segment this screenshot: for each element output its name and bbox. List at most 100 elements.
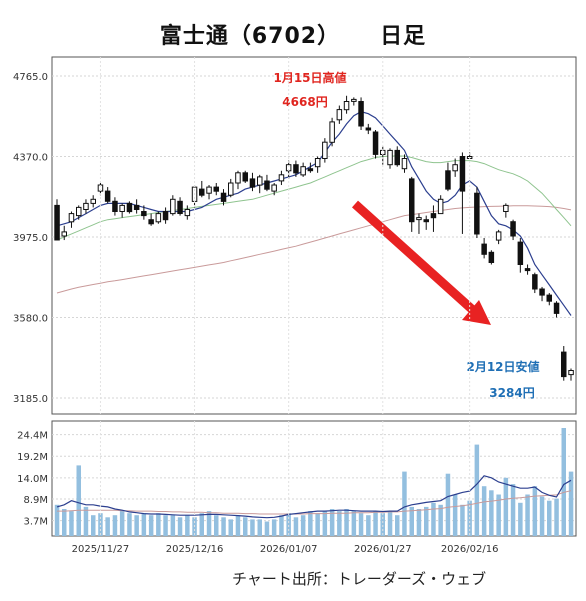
arrow-shaft	[351, 200, 479, 316]
candle	[452, 158, 458, 177]
candle-body-up	[257, 176, 263, 186]
candle	[553, 301, 560, 318]
candle	[532, 272, 538, 294]
volume-bar	[141, 513, 147, 536]
candle	[503, 203, 509, 218]
candle	[126, 201, 133, 214]
volume-bar	[337, 511, 342, 536]
candle-body-down	[510, 221, 516, 237]
volume-bar	[286, 513, 291, 536]
price-tick-label: 3580.0	[13, 314, 48, 325]
candle-body-down	[488, 251, 495, 264]
volume-bar	[315, 513, 320, 536]
volume-bar	[300, 515, 306, 536]
candle-body-up	[300, 166, 306, 176]
candle	[213, 182, 219, 196]
candle	[68, 211, 75, 228]
candle	[539, 286, 545, 302]
candle	[358, 97, 364, 131]
volume-bar	[177, 517, 183, 536]
candle-body-up	[90, 198, 96, 204]
candle-body-up	[503, 204, 509, 212]
candle-body-up	[61, 231, 67, 237]
price-axis: 4765.0 4370.0 3975.0 3580.0 3185.0	[13, 72, 48, 405]
candle	[351, 97, 357, 106]
candle-body-down	[126, 202, 133, 213]
candle-body-down	[539, 288, 545, 296]
volume-tick-label: 14.0M	[17, 474, 48, 485]
volume-bar	[402, 471, 407, 536]
candle-body-up	[343, 101, 350, 111]
candle	[206, 185, 212, 200]
high-annotation-value: 4668円	[282, 95, 327, 109]
candle	[293, 160, 299, 177]
date-axis: 2025/11/27 2025/12/16 2026/01/07 2026/01/27…	[72, 57, 498, 555]
candle-body-up	[206, 186, 212, 194]
volume-bar	[424, 506, 429, 536]
volume-bar	[293, 517, 299, 536]
candle-body-up	[119, 204, 125, 212]
volume-bar	[351, 511, 357, 536]
candle	[104, 187, 111, 204]
candle	[495, 229, 502, 245]
date-tick-label: 2026/01/27	[354, 544, 412, 555]
volume-bar	[91, 515, 96, 536]
candle	[155, 211, 162, 224]
candle-body-up	[351, 98, 357, 102]
volume-bar	[148, 515, 154, 536]
candle-body-down	[430, 213, 437, 219]
candle-body-up	[568, 370, 574, 376]
candle-body-down	[148, 219, 154, 225]
candle-body-down	[524, 268, 531, 272]
candle-body-down	[394, 149, 400, 166]
volume-bar	[199, 513, 204, 536]
date-tick-label: 2026/01/07	[260, 544, 318, 555]
volume-axis: 24.4M 19.2M 14.0M 8.9M 3.7M	[17, 431, 48, 528]
volume-bar	[214, 515, 219, 536]
candle	[199, 180, 205, 198]
candle	[488, 250, 495, 265]
candle-body-up	[76, 206, 82, 217]
candle	[249, 172, 256, 192]
volume-bar	[496, 494, 501, 536]
candle-body-down	[517, 241, 524, 266]
candle-body-up	[278, 174, 285, 182]
candle	[90, 195, 96, 208]
volume-bar	[329, 509, 335, 536]
candle	[278, 170, 285, 186]
candle-body-down	[293, 164, 299, 174]
volume-bar	[185, 515, 190, 536]
volume-bar	[431, 502, 436, 536]
volume-bar	[308, 511, 313, 536]
candle	[119, 203, 125, 218]
volume-bar	[105, 517, 110, 536]
price-panel-frame	[51, 56, 577, 415]
volume-tick-label: 3.7M	[23, 517, 48, 528]
candle-body-down	[54, 204, 60, 241]
volume-bar	[163, 515, 168, 536]
low-annotation-value: 3284円	[489, 386, 534, 400]
candle	[481, 238, 487, 259]
volume-bar	[279, 515, 284, 536]
price-grid	[52, 75, 576, 399]
candle-body-down	[213, 186, 219, 192]
volume-bar	[134, 515, 139, 536]
volume-bar	[264, 521, 270, 536]
price-tick-label: 4765.0	[13, 72, 48, 83]
candle	[343, 95, 350, 114]
candle	[437, 195, 444, 215]
candle	[257, 174, 263, 194]
volume-grid	[52, 434, 576, 522]
volume-bar	[221, 517, 226, 536]
volume-bar	[228, 519, 233, 536]
volume-bar	[344, 509, 349, 536]
candle	[401, 154, 408, 173]
ma-short-line	[56, 111, 572, 316]
candle	[524, 264, 531, 275]
ma-short	[56, 111, 572, 316]
candle-body-up	[235, 172, 241, 184]
title-stock: 富士通（6702）	[159, 24, 341, 49]
volume-panel: 24.4M 19.2M 14.0M 8.9M 3.7M	[17, 420, 577, 537]
candle-body-up	[401, 158, 408, 170]
volume-bar	[561, 428, 566, 536]
